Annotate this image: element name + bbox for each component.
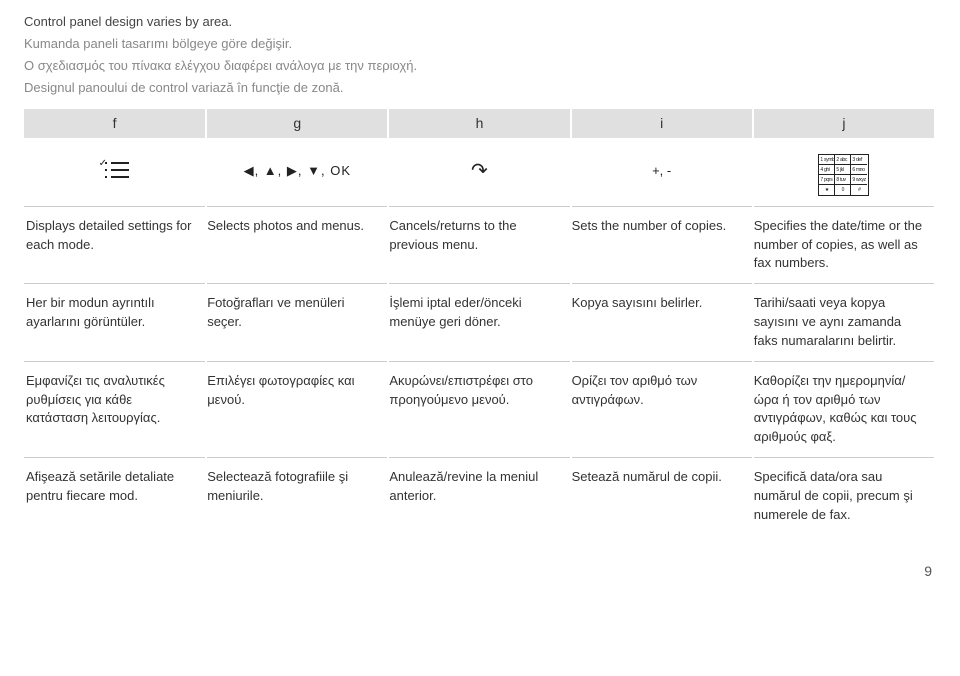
cell-en-j: Specifies the date/time or the number of…	[753, 206, 935, 284]
cell-el-h: Ακυρώνει/επιστρέφει στο προηγούμενο μενο…	[388, 361, 570, 457]
cell-ro-j: Specifică data/ora sau numărul de copii,…	[753, 458, 935, 535]
row-ro: Afişează setările detaliate pentru fieca…	[24, 458, 935, 535]
intro-en: Control panel design varies by area.	[24, 13, 936, 32]
cell-tr-g: Fotoğrafları ve menüleri seçer.	[206, 284, 388, 362]
intro-el: Ο σχεδιασμός του πίνακα ελέγχου διαφέρει…	[24, 57, 936, 76]
header-h: h	[388, 109, 570, 137]
cell-ro-i: Setează numărul de copii.	[571, 458, 753, 535]
intro-tr: Kumanda paneli tasarımı bölgeye göre değ…	[24, 35, 936, 54]
keypad-icon: 1 symb 2 abc 3 def 4 ghi 5 jkl 6 mno 7 p…	[818, 154, 869, 196]
icon-row: ✓ ◀, ▲, ▶, ▼, OK ↶ +, - 1 symb 2 abc 3 d…	[24, 138, 935, 207]
cell-tr-i: Kopya sayısını belirler.	[571, 284, 753, 362]
cell-en-i: Sets the number of copies.	[571, 206, 753, 284]
header-i: i	[571, 109, 753, 137]
cell-tr-h: İşlemi iptal eder/önceki menüye geri dön…	[388, 284, 570, 362]
cell-en-h: Cancels/returns to the previous menu.	[388, 206, 570, 284]
cell-el-j: Καθορίζει την ημερομηνία/ώρα ή τον αριθμ…	[753, 361, 935, 457]
icon-cell-g: ◀, ▲, ▶, ▼, OK	[206, 138, 388, 207]
cell-en-g: Selects photos and menus.	[206, 206, 388, 284]
cell-el-i: Ορίζει τον αριθμό των αντιγράφων.	[571, 361, 753, 457]
icon-cell-f: ✓	[24, 138, 206, 207]
header-f: f	[24, 109, 206, 137]
header-g: g	[206, 109, 388, 137]
controls-table: f g h i j ✓ ◀, ▲, ▶, ▼, OK ↶ +, - 1 symb…	[24, 109, 936, 534]
cell-el-g: Επιλέγει φωτογραφίες και μενού.	[206, 361, 388, 457]
icon-cell-i: +, -	[571, 138, 753, 207]
header-row: f g h i j	[24, 109, 935, 137]
menu-list-icon: ✓	[103, 162, 129, 180]
cell-ro-g: Selectează fotografiile şi meniurile.	[206, 458, 388, 535]
cell-tr-j: Tarihi/saati veya kopya sayısını ve aynı…	[753, 284, 935, 362]
icon-cell-h: ↶	[388, 138, 570, 207]
cell-ro-h: Anulează/revine la meniul anterior.	[388, 458, 570, 535]
cell-ro-f: Afişează setările detaliate pentru fieca…	[24, 458, 206, 535]
plus-minus-icon: +, -	[652, 163, 671, 178]
row-tr: Her bir modun ayrıntılı ayarlarını görün…	[24, 284, 935, 362]
cell-el-f: Εμφανίζει τις αναλυτικές ρυθμίσεις για κ…	[24, 361, 206, 457]
return-icon: ↶	[471, 157, 488, 186]
header-j: j	[753, 109, 935, 137]
row-el: Εμφανίζει τις αναλυτικές ρυθμίσεις για κ…	[24, 361, 935, 457]
row-en: Displays detailed settings for each mode…	[24, 206, 935, 284]
intro-block: Control panel design varies by area. Kum…	[24, 13, 936, 97]
arrows-ok-icon: ◀, ▲, ▶, ▼, OK	[244, 163, 351, 178]
intro-ro: Designul panoului de control variază în …	[24, 79, 936, 98]
cell-en-f: Displays detailed settings for each mode…	[24, 206, 206, 284]
cell-tr-f: Her bir modun ayrıntılı ayarlarını görün…	[24, 284, 206, 362]
icon-cell-j: 1 symb 2 abc 3 def 4 ghi 5 jkl 6 mno 7 p…	[753, 138, 935, 207]
page-number: 9	[24, 561, 936, 581]
